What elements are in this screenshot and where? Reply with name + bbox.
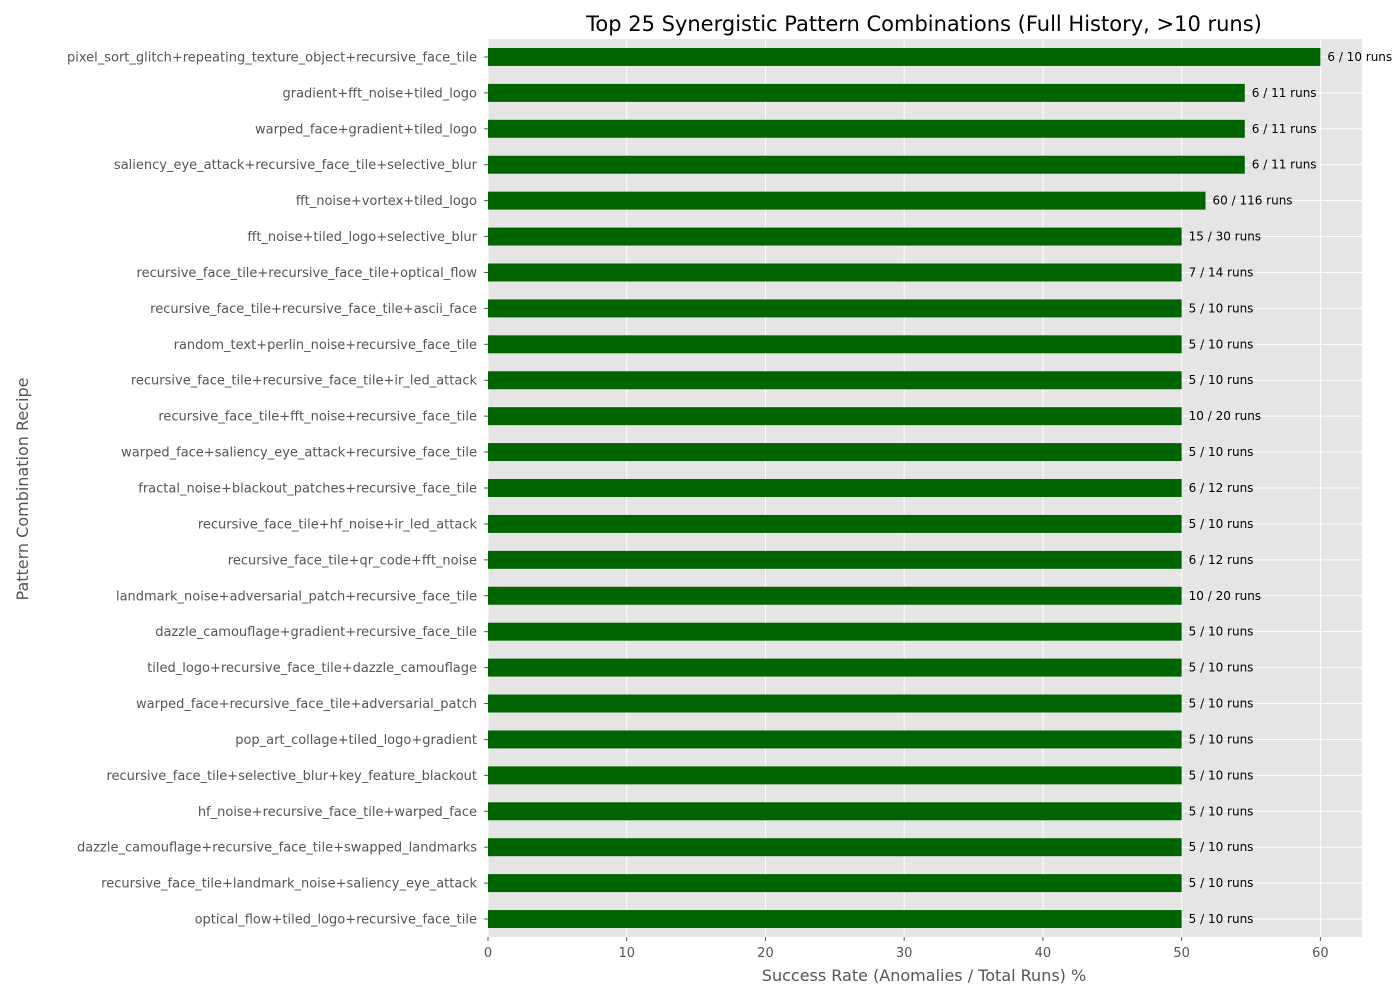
data-label: 5 / 10 runs [1189, 804, 1254, 818]
y-tick-label: saliency_eye_attack+recursive_face_tile+… [114, 158, 478, 173]
y-tick-label: recursive_face_tile+qr_code+fft_noise [228, 553, 477, 568]
bar [488, 622, 1182, 641]
y-tick-label: pixel_sort_glitch+repeating_texture_obje… [67, 50, 477, 65]
y-tick-label: gradient+fft_noise+tiled_logo [282, 86, 477, 101]
bar [488, 407, 1182, 426]
data-label: 6 / 12 runs [1189, 481, 1254, 495]
data-label: 6 / 10 runs [1327, 50, 1392, 64]
y-tick-label: dazzle_camouflage+gradient+recursive_fac… [155, 625, 477, 640]
x-tick-label: 60 [1312, 946, 1329, 961]
data-label: 5 / 10 runs [1189, 768, 1254, 782]
bar [488, 443, 1182, 462]
y-tick-label: recursive_face_tile+selective_blur+key_f… [106, 769, 477, 784]
y-tick-label: fft_noise+tiled_logo+selective_blur [247, 230, 477, 245]
bar [488, 514, 1182, 533]
x-tick-label: 10 [618, 946, 635, 961]
bar [488, 838, 1182, 857]
data-label: 5 / 10 runs [1189, 732, 1254, 746]
bar [488, 550, 1182, 569]
bar [488, 227, 1182, 246]
data-label: 60 / 116 runs [1213, 194, 1293, 208]
data-label: 5 / 10 runs [1189, 625, 1254, 639]
bar [488, 191, 1206, 210]
bar [488, 730, 1182, 749]
data-label: 7 / 14 runs [1189, 265, 1254, 279]
bar [488, 263, 1182, 282]
chart-title: Top 25 Synergistic Pattern Combinations … [585, 12, 1262, 36]
y-tick-label: recursive_face_tile+recursive_face_tile+… [131, 374, 478, 389]
y-tick-label: dazzle_camouflage+recursive_face_tile+sw… [77, 841, 477, 856]
data-label: 5 / 10 runs [1189, 876, 1254, 890]
x-tick-label: 20 [757, 946, 774, 961]
x-tick-label: 50 [1173, 946, 1190, 961]
x-tick-labels: 0 10 20 30 40 50 60 [484, 937, 1329, 961]
bar [488, 910, 1182, 929]
bar [488, 335, 1182, 354]
bar [488, 766, 1182, 785]
bars [488, 47, 1321, 929]
data-label: 6 / 12 runs [1189, 553, 1254, 567]
bar [488, 874, 1182, 893]
bar [488, 47, 1321, 66]
bar [488, 802, 1182, 821]
bar [488, 658, 1182, 677]
data-label: 5 / 10 runs [1189, 373, 1254, 387]
x-tick-label: 30 [896, 946, 913, 961]
y-tick-label: hf_noise+recursive_face_tile+warped_face [198, 805, 477, 820]
y-tick-label: warped_face+gradient+tiled_logo [255, 122, 477, 137]
y-tick-label: random_text+perlin_noise+recursive_face_… [174, 338, 477, 353]
bar [488, 586, 1182, 605]
y-tick-label: pop_art_collage+tiled_logo+gradient [235, 733, 477, 748]
data-label: 5 / 10 runs [1189, 301, 1254, 315]
y-tick-label: recursive_face_tile+recursive_face_tile+… [137, 266, 478, 281]
data-label: 6 / 11 runs [1252, 122, 1317, 136]
y-tick-label: warped_face+saliency_eye_attack+recursiv… [121, 446, 477, 461]
x-tick-label: 0 [484, 946, 492, 961]
data-label: 6 / 11 runs [1252, 86, 1317, 100]
data-label: 6 / 11 runs [1252, 158, 1317, 172]
bar [488, 83, 1245, 102]
data-label: 5 / 10 runs [1189, 912, 1254, 926]
bar [488, 479, 1182, 497]
bar [488, 155, 1245, 174]
y-tick-label: landmark_noise+adversarial_patch+recursi… [116, 589, 477, 604]
y-axis-label: Pattern Combination Recipe [13, 378, 32, 601]
y-tick-label: tiled_logo+recursive_face_tile+dazzle_ca… [147, 661, 477, 676]
y-tick-label: recursive_face_tile+fft_noise+recursive_… [158, 410, 477, 425]
data-label: 5 / 10 runs [1189, 517, 1254, 531]
data-label: 5 / 10 runs [1189, 445, 1254, 459]
bar [488, 299, 1182, 318]
bar [488, 371, 1182, 390]
y-tick-label: warped_face+recursive_face_tile+adversar… [136, 697, 477, 712]
data-label: 15 / 30 runs [1189, 230, 1261, 244]
data-label: 10 / 20 runs [1189, 589, 1261, 603]
bar [488, 694, 1182, 713]
data-labels: 6 / 10 runs 6 / 11 runs 6 / 11 runs 6 / 11 … [1189, 50, 1393, 926]
y-tick-labels: pixel_sort_glitch+repeating_texture_obje… [67, 50, 488, 928]
y-tick-label: recursive_face_tile+landmark_noise+salie… [101, 877, 477, 892]
y-tick-label: fft_noise+vortex+tiled_logo [296, 194, 477, 209]
y-tick-label: fractal_noise+blackout_patches+recursive… [138, 482, 477, 497]
data-label: 5 / 10 runs [1189, 697, 1254, 711]
data-label: 5 / 10 runs [1189, 661, 1254, 675]
data-label: 10 / 20 runs [1189, 409, 1261, 423]
x-axis-label: Success Rate (Anomalies / Total Runs) % [762, 966, 1086, 985]
y-tick-label: optical_flow+tiled_logo+recursive_face_t… [195, 913, 477, 928]
data-label: 5 / 10 runs [1189, 840, 1254, 854]
x-tick-label: 40 [1035, 946, 1052, 961]
y-tick-label: recursive_face_tile+hf_noise+ir_led_atta… [198, 517, 478, 532]
y-tick-label: recursive_face_tile+recursive_face_tile+… [150, 302, 477, 317]
data-label: 5 / 10 runs [1189, 337, 1254, 351]
bar [488, 119, 1245, 138]
